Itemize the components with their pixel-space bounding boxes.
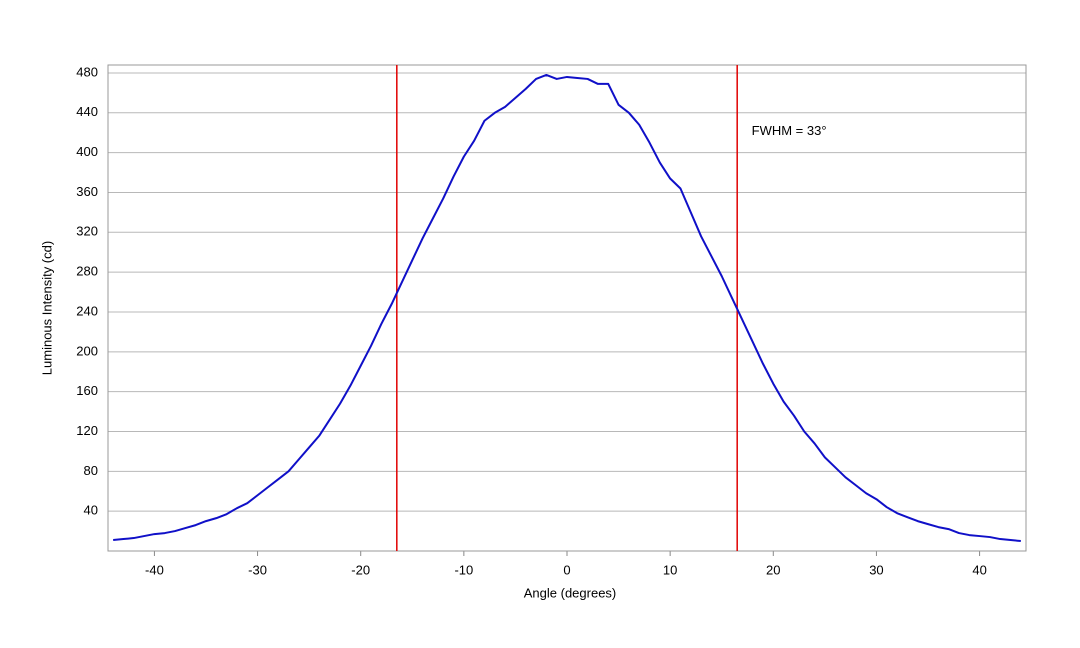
x-tick-label: 30 <box>869 562 883 577</box>
y-tick-label: 280 <box>76 264 98 279</box>
x-tick-label: 20 <box>766 562 780 577</box>
y-tick-label: 40 <box>84 503 98 518</box>
y-tick-label: 320 <box>76 224 98 239</box>
x-tick-label: -40 <box>145 562 164 577</box>
y-tick-label: 120 <box>76 423 98 438</box>
y-tick-label: 360 <box>76 184 98 199</box>
x-tick-label: -10 <box>454 562 473 577</box>
x-tick-label: 40 <box>972 562 986 577</box>
y-tick-label: 160 <box>76 383 98 398</box>
y-tick-label: 80 <box>84 463 98 478</box>
x-tick-label: -30 <box>248 562 267 577</box>
plot-frame <box>107 64 1027 552</box>
x-tick-label: -20 <box>351 562 370 577</box>
data-line <box>113 73 1021 543</box>
annotation: FWHM = 33° <box>752 123 827 138</box>
x-tick-label: 0 <box>563 562 570 577</box>
y-tick-label: 200 <box>76 343 98 358</box>
x-axis-label: Angle (degrees) <box>524 585 617 600</box>
y-tick-label: 240 <box>76 303 98 318</box>
y-tick-label: 440 <box>76 104 98 119</box>
y-tick-label: 400 <box>76 144 98 159</box>
x-tick-label: 10 <box>663 562 677 577</box>
y-axis-label: Luminous Intensity (cd) <box>39 241 54 375</box>
y-tick-label: 480 <box>76 64 98 79</box>
